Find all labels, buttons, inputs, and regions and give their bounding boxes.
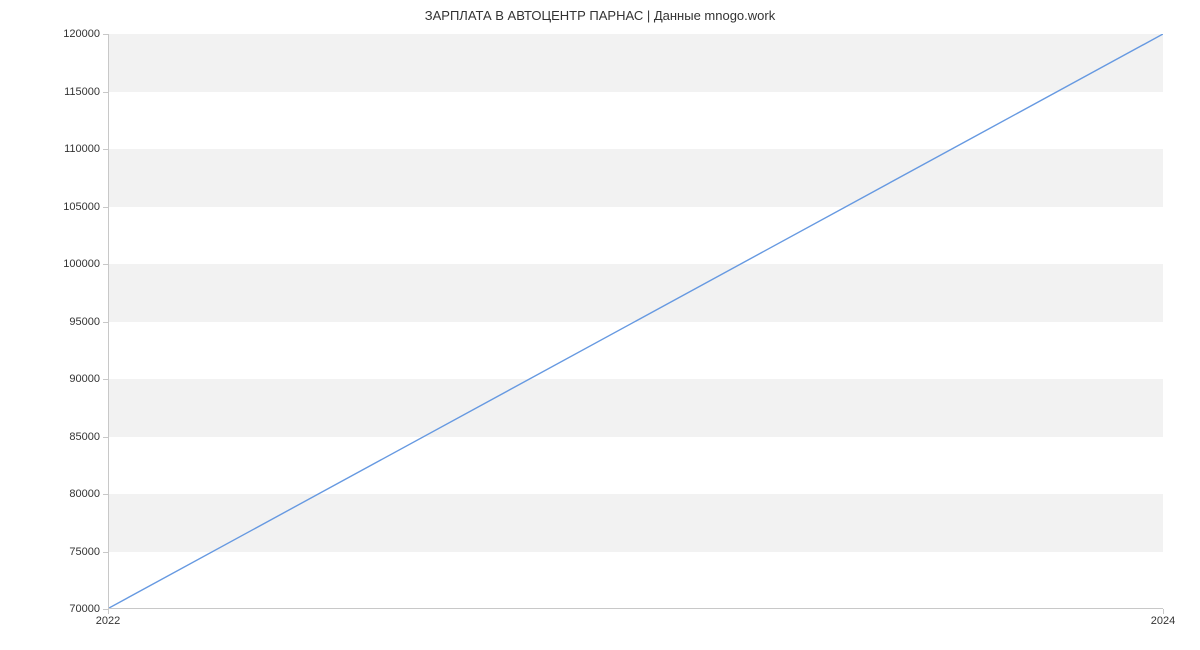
x-tick-label: 2022 (96, 615, 120, 627)
y-tick-mark (103, 494, 108, 495)
y-tick-label: 105000 (63, 201, 100, 213)
y-tick-label: 80000 (69, 488, 100, 500)
y-tick-mark (103, 92, 108, 93)
y-tick-mark (103, 437, 108, 438)
y-tick-label: 70000 (69, 603, 100, 615)
chart-container: ЗАРПЛАТА В АВТОЦЕНТР ПАРНАС | Данные mno… (0, 0, 1200, 650)
line-layer (109, 34, 1163, 608)
x-tick-label: 2024 (1151, 615, 1175, 627)
y-tick-mark (103, 379, 108, 380)
y-tick-label: 100000 (63, 258, 100, 270)
y-tick-mark (103, 264, 108, 265)
series-line (109, 34, 1163, 608)
chart-title: ЗАРПЛАТА В АВТОЦЕНТР ПАРНАС | Данные mno… (0, 8, 1200, 23)
y-tick-label: 85000 (69, 431, 100, 443)
y-tick-mark (103, 34, 108, 35)
plot-area (108, 34, 1163, 609)
y-tick-label: 115000 (64, 86, 100, 98)
y-tick-label: 75000 (69, 546, 100, 558)
x-tick-mark (1163, 609, 1164, 614)
y-tick-mark (103, 207, 108, 208)
y-tick-label: 120000 (63, 28, 100, 40)
y-tick-mark (103, 149, 108, 150)
y-tick-mark (103, 322, 108, 323)
plot-wrapper: 7000075000800008500090000950001000001050… (108, 34, 1163, 609)
y-tick-label: 90000 (69, 373, 100, 385)
y-tick-label: 95000 (69, 316, 100, 328)
x-tick-mark (108, 609, 109, 614)
y-tick-mark (103, 552, 108, 553)
y-tick-label: 110000 (64, 143, 100, 155)
